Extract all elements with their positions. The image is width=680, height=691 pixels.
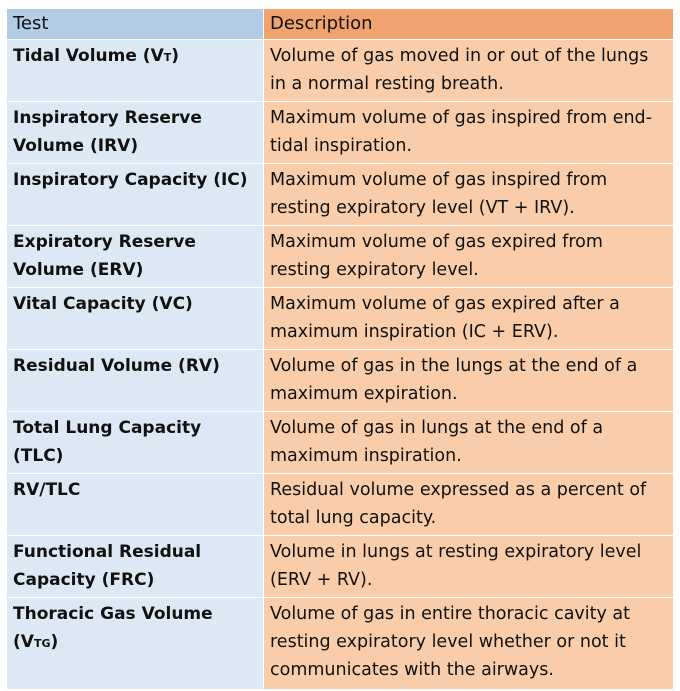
test-suffix: ) [171, 46, 180, 66]
description-cell: Residual volume expressed as a percent o… [263, 473, 674, 536]
test-cell: Vital Capacity (VC) [6, 287, 264, 350]
test-name: Tidal Volume (V [13, 46, 164, 66]
description-cell: Volume of gas in lungs at the end of a m… [263, 411, 674, 474]
test-cell: Total Lung Capacity (TLC) [6, 411, 264, 474]
test-cell: RV/TLC [6, 473, 264, 536]
test-cell: Expiratory Reserve Volume (ERV) [6, 225, 264, 288]
test-cell: Inspiratory Reserve Volume (IRV) [6, 101, 264, 164]
description-cell: Maximum volume of gas inspired from end-… [263, 101, 674, 164]
test-subscript: T [163, 51, 172, 64]
test-name: Inspiratory Reserve Volume (IRV) [13, 108, 202, 156]
description-cell: Volume of gas in the lungs at the end of… [263, 349, 674, 412]
table-row: Inspiratory Reserve Volume (IRV) Maximum… [6, 101, 674, 164]
table-row: Vital Capacity (VC) Maximum volume of ga… [6, 287, 674, 350]
header-test: Test [6, 8, 264, 40]
table-header-row: Test Description [6, 8, 674, 40]
test-cell: Thoracic Gas Volume (VTG) [6, 597, 264, 690]
test-cell: Functional Residual Capacity (FRC) [6, 535, 264, 598]
table-row: Functional Residual Capacity (FRC) Volum… [6, 535, 674, 598]
description-cell: Volume of gas in entire thoracic cavity … [263, 597, 674, 690]
header-description: Description [263, 8, 674, 40]
table-row: Tidal Volume (VT) Volume of gas moved in… [6, 39, 674, 102]
table-row: Expiratory Reserve Volume (ERV) Maximum … [6, 225, 674, 288]
test-name: Thoracic Gas Volume (V [13, 604, 213, 652]
test-cell: Residual Volume (RV) [6, 349, 264, 412]
table-row: Thoracic Gas Volume (VTG) Volume of gas … [6, 597, 674, 690]
test-name: Total Lung Capacity (TLC) [13, 418, 202, 466]
table-row: Total Lung Capacity (TLC) Volume of gas … [6, 411, 674, 474]
test-name: Functional Residual Capacity (FRC) [13, 542, 202, 590]
test-cell: Tidal Volume (VT) [6, 39, 264, 102]
table-row: Inspiratory Capacity (IC) Maximum volume… [6, 163, 674, 226]
description-cell: Maximum volume of gas expired from resti… [263, 225, 674, 288]
test-name: RV/TLC [13, 480, 81, 500]
table-row: Residual Volume (RV) Volume of gas in th… [6, 349, 674, 412]
description-cell: Volume in lungs at resting expiratory le… [263, 535, 674, 598]
test-subscript: TG [33, 637, 51, 650]
test-cell: Inspiratory Capacity (IC) [6, 163, 264, 226]
description-cell: Maximum volume of gas expired after a ma… [263, 287, 674, 350]
table-row: RV/TLC Residual volume expressed as a pe… [6, 473, 674, 536]
test-name: Residual Volume (RV) [13, 356, 220, 376]
test-name: Expiratory Reserve Volume (ERV) [13, 232, 196, 280]
description-cell: Volume of gas moved in or out of the lun… [263, 39, 674, 102]
test-suffix: ) [50, 632, 59, 652]
description-cell: Maximum volume of gas inspired from rest… [263, 163, 674, 226]
lung-volumes-table: Test Description Tidal Volume (VT) Volum… [6, 8, 674, 690]
test-name: Vital Capacity (VC) [13, 294, 193, 314]
lung-volumes-table-container: Test Description Tidal Volume (VT) Volum… [6, 8, 674, 690]
test-name: Inspiratory Capacity (IC) [13, 170, 248, 190]
